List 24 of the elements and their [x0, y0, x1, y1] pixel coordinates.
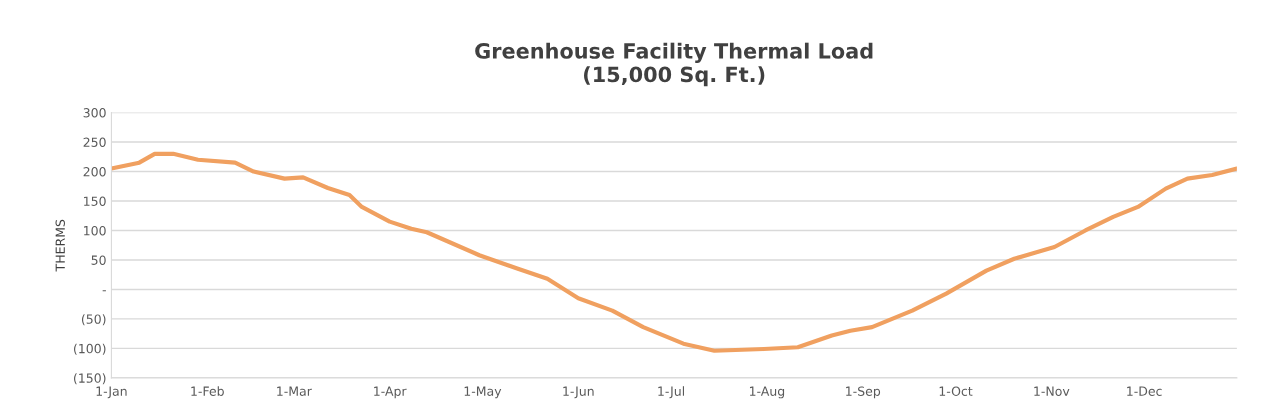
- x-tick-label: 1-Sep: [846, 386, 881, 399]
- y-tick-label: 300: [83, 108, 106, 118]
- x-tick-label: 1-Feb: [191, 386, 224, 396]
- y-tick-label: 250: [83, 137, 106, 147]
- y-tick-label: 200: [83, 166, 106, 177]
- y-tick-label: 100: [84, 225, 106, 236]
- x-tick-label: 1-Oct: [939, 386, 973, 396]
- y-tick-label: 50: [91, 255, 106, 265]
- x-tick-label: 1-May: [464, 386, 502, 399]
- y-tick-label: (150): [74, 373, 106, 385]
- x-tick-label: 1-Apr: [374, 386, 407, 399]
- y-tick-label: 150: [84, 196, 106, 206]
- x-tick-label: 1-Jun: [563, 386, 594, 399]
- y-tick-label: (50): [81, 314, 106, 326]
- x-tick-label: 1-Jul: [658, 386, 685, 399]
- x-tick-label: 1-Nov: [1034, 386, 1070, 396]
- x-tick-label: 1-Jan: [96, 386, 127, 399]
- x-tick-label: 1-Aug: [749, 386, 785, 399]
- x-tick-label: 1-Dec: [1127, 386, 1162, 396]
- y-tick-label: -: [102, 290, 106, 292]
- chart-title: Greenhouse Facility Thermal Load (15,000 Sq. Ft.): [475, 42, 873, 87]
- y-axis-title: THERMS: [55, 219, 65, 272]
- x-tick-label: 1-Mar: [277, 386, 312, 396]
- y-tick-label: (100): [74, 343, 106, 355]
